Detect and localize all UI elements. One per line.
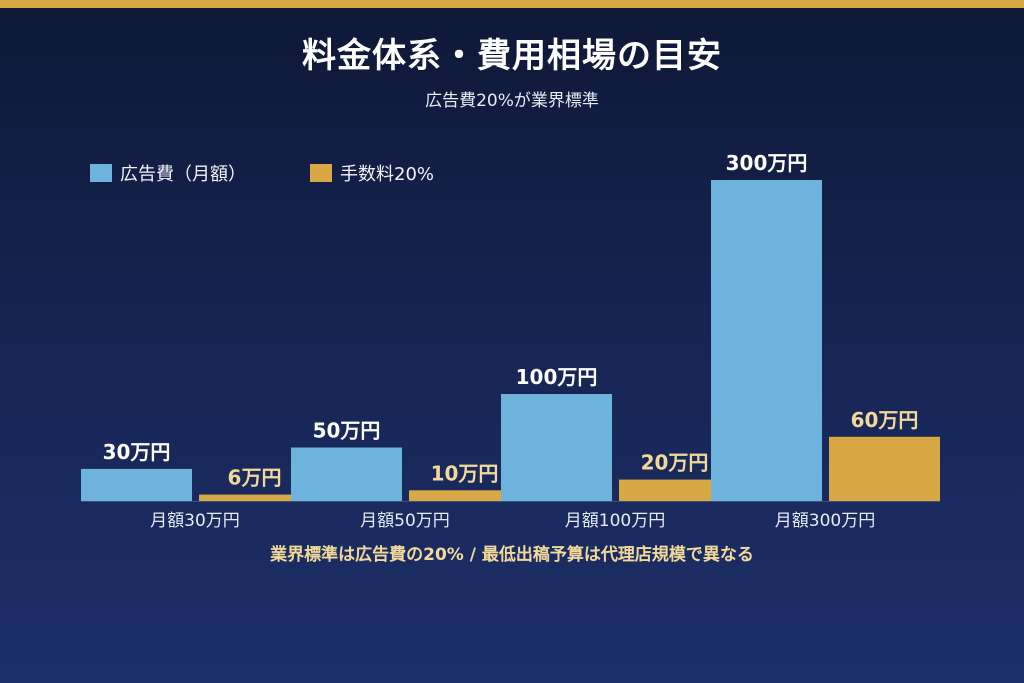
data-label-fee-3: 20万円	[641, 451, 709, 475]
x-tick-label-4: 月額300万円	[775, 511, 875, 531]
chart-title: 料金体系・費用相場の目安	[302, 36, 722, 76]
bar-ad-4	[711, 180, 822, 501]
bar-fee-3	[619, 479, 730, 501]
x-tick-label-1: 月額30万円	[150, 511, 240, 531]
bar-ad-2	[291, 447, 402, 501]
legend-label-ad: 広告費（月額）	[120, 164, 246, 185]
bar-ad-1	[81, 468, 192, 501]
data-label-fee-1: 6万円	[228, 466, 282, 490]
chart-footnote: 業界標準は広告費の20% / 最低出稿予算は代理店規模で異なる	[270, 545, 754, 565]
legend-item-ad: 広告費（月額）	[90, 160, 246, 186]
data-label-ad-4: 300万円	[726, 151, 808, 175]
x-tick-label-3: 月額100万円	[565, 511, 665, 531]
bar-fee-4	[829, 436, 940, 501]
legend-item-fee: 手数料20%	[310, 160, 434, 186]
legend-label-fee: 手数料20%	[340, 164, 435, 185]
data-label-ad-3: 100万円	[516, 365, 598, 389]
legend-swatch-fee	[310, 164, 332, 182]
top-accent-bar	[0, 0, 1024, 8]
data-label-fee-4: 60万円	[851, 408, 919, 432]
chart-subtitle: 広告費20%が業界標準	[425, 91, 599, 111]
legend-swatch-ad	[90, 164, 112, 182]
bar-fee-2	[409, 490, 520, 501]
data-label-ad-2: 50万円	[313, 419, 381, 443]
bar-ad-3	[501, 394, 612, 501]
x-tick-label-2: 月額50万円	[360, 511, 450, 531]
bar-fee-1	[199, 494, 310, 501]
data-label-fee-2: 10万円	[431, 461, 499, 485]
data-label-ad-1: 30万円	[103, 440, 171, 464]
